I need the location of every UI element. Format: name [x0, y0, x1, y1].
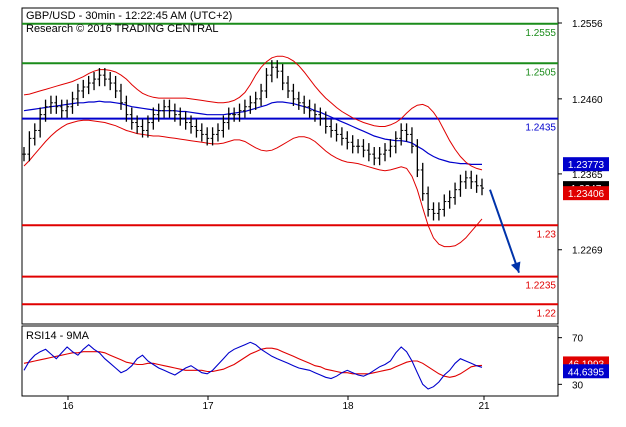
rsi-y-tick-label-0: 70	[572, 334, 584, 345]
price-value-box-0	[563, 157, 609, 172]
rsi-ma-line	[23, 347, 483, 378]
chart-subtitle: Research © 2016 TRADING CENTRAL	[26, 23, 219, 35]
rsi-series-group	[23, 341, 483, 390]
price-y-tick-label-3: 1.2269	[572, 246, 603, 257]
price-y-tick-label-2: 1.2365	[572, 170, 603, 181]
forecast-arrow	[489, 189, 520, 273]
rsi-y-tick-label-1: 30	[572, 380, 584, 391]
price-value-box-2	[563, 186, 609, 201]
bollinger-lower-line	[23, 119, 483, 248]
x-tick-label-0: 16	[62, 401, 74, 412]
x-tick-label-3: 21	[478, 401, 490, 412]
price-y-tick-label-1: 1.2460	[572, 95, 603, 106]
level-label-5: 1.22	[537, 308, 557, 319]
x-tick-label-1: 17	[202, 401, 214, 412]
rsi-line	[23, 341, 483, 390]
price-series-group	[22, 55, 521, 273]
x-tick-label-2: 18	[342, 401, 354, 412]
level-label-4: 1.2235	[525, 281, 556, 292]
level-label-0: 1.2555	[525, 28, 556, 39]
level-label-1: 1.2505	[525, 67, 556, 78]
chart-title: GBP/USD - 30min - 12:22:45 AM (UTC+2)	[26, 10, 232, 22]
level-label-3: 1.23	[537, 229, 557, 240]
price-y-axis: 1.2556 1.2460 1.2365 1.2269	[558, 19, 603, 257]
bollinger-upper-line	[23, 55, 483, 171]
rsi-panel: 70 30 46.199344.6395 RSI14 - 9MA	[21, 325, 609, 397]
rsi-value-boxes: 46.199344.6395	[563, 356, 609, 379]
rsi-value-box-1	[563, 364, 609, 379]
rsi-y-axis: 70 30	[558, 334, 584, 391]
price-y-tick-label-0: 1.2556	[572, 19, 603, 30]
price-level-lines: 1.2555 1.2505 1.2435 1.23 1.2235 1.22	[22, 22, 558, 319]
price-value-box-label-2: 1.23406	[568, 189, 605, 200]
price-value-box-label-0: 1.23773	[568, 160, 605, 171]
rsi-panel-frame	[21, 325, 559, 397]
price-panel-frame	[21, 7, 559, 325]
rsi-title: RSI14 - 9MA	[26, 330, 90, 342]
moving-average-line	[23, 100, 482, 165]
x-axis: 16 17 18 21	[62, 396, 490, 412]
rsi-value-box-label-1: 44.6395	[568, 367, 605, 378]
forecast-arrow-head	[510, 261, 521, 273]
level-label-2: 1.2435	[525, 123, 556, 134]
